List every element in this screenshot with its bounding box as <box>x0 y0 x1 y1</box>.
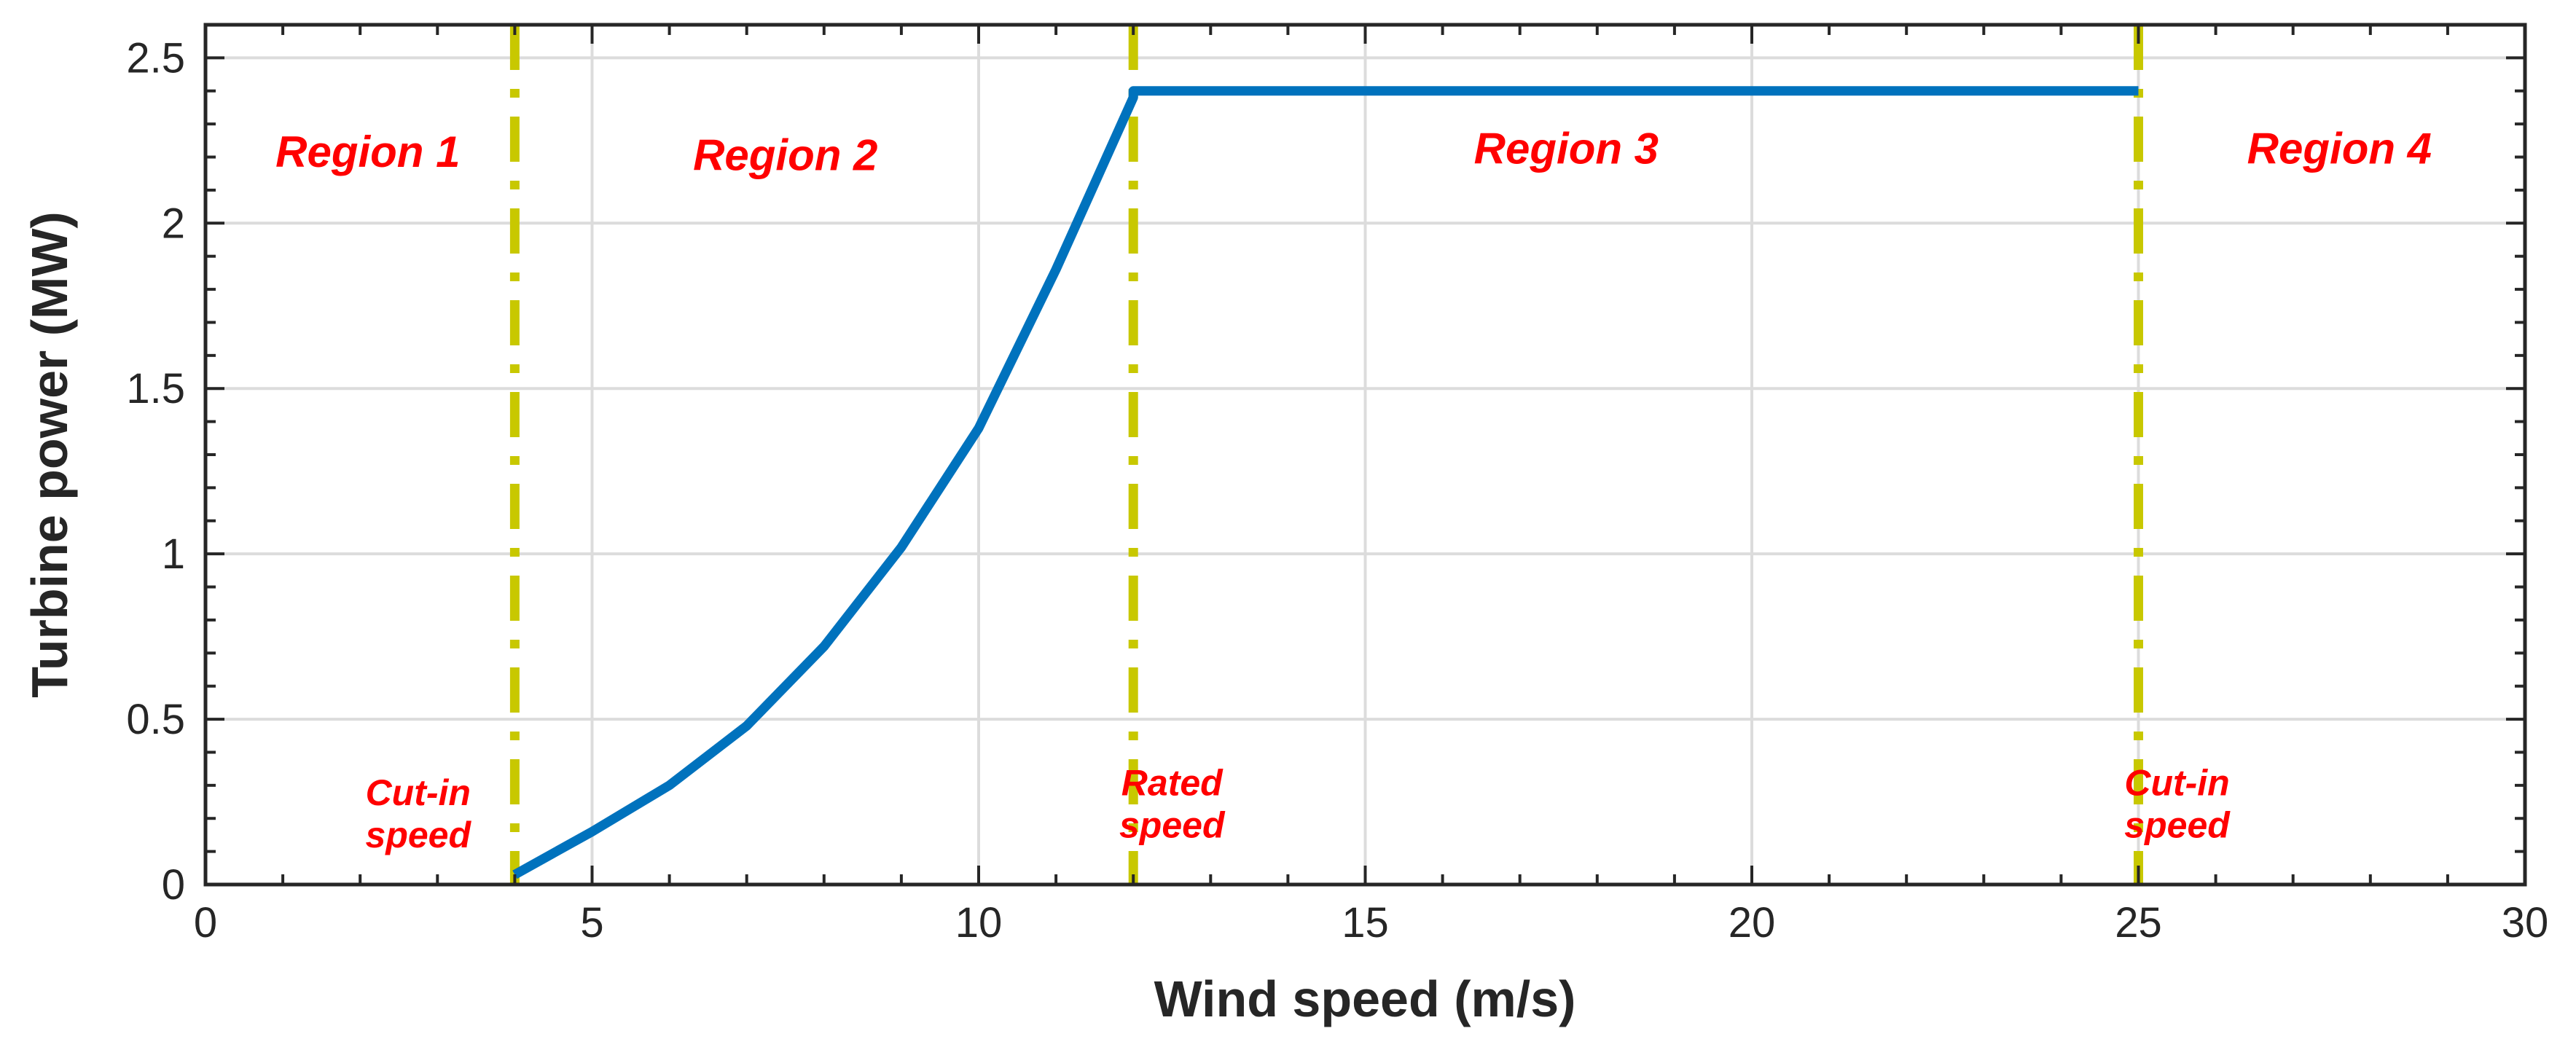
y-tick-label: 2.5 <box>126 34 185 82</box>
y-tick-label: 0 <box>162 861 185 909</box>
region-label-1: Region 1 <box>275 128 460 176</box>
region-label-4: Region 4 <box>2247 125 2432 173</box>
x-tick-label: 25 <box>2115 899 2162 946</box>
annotations: Region 1 Region 2 Region 3 Region 4Cut-insp… <box>275 125 2432 855</box>
y-axis-label: Turbine power (MW) <box>21 211 78 698</box>
y-tick-label: 0.5 <box>126 696 185 743</box>
y-tick-label: 2 <box>162 200 185 247</box>
x-tick-label: 20 <box>1729 899 1776 946</box>
speed-label-1-line-1: Cut-in <box>366 772 471 813</box>
tick-marks <box>204 23 2526 886</box>
region-label-3: Region 3 <box>1474 125 1659 173</box>
x-tick-label: 0 <box>194 899 217 946</box>
x-tick-labels: 0 5 10 15 20 25 30 <box>194 899 2548 946</box>
speed-label-2-line-1: Rated <box>1121 762 1224 803</box>
speed-label-1-line-2: speed <box>366 815 472 855</box>
speed-label-2-line-2: speed <box>1119 804 1226 845</box>
y-tick-label: 1.5 <box>126 365 185 412</box>
x-tick-label: 15 <box>1342 899 1389 946</box>
x-tick-label: 5 <box>580 899 603 946</box>
region-label-2: Region 2 <box>693 131 877 180</box>
x-tick-label: 10 <box>955 899 1003 946</box>
x-axis-label: Wind speed (m/s) <box>1154 971 1576 1027</box>
y-tick-label: 1 <box>162 530 185 578</box>
y-tick-labels: 0 0.5 1 1.5 2 2.5 <box>126 34 185 909</box>
x-tick-label: 30 <box>2502 899 2549 946</box>
speed-label-3-line-1: Cut-in <box>2124 762 2229 803</box>
power-curve-line <box>512 86 2139 879</box>
speed-label-3-line-2: speed <box>2124 804 2231 845</box>
